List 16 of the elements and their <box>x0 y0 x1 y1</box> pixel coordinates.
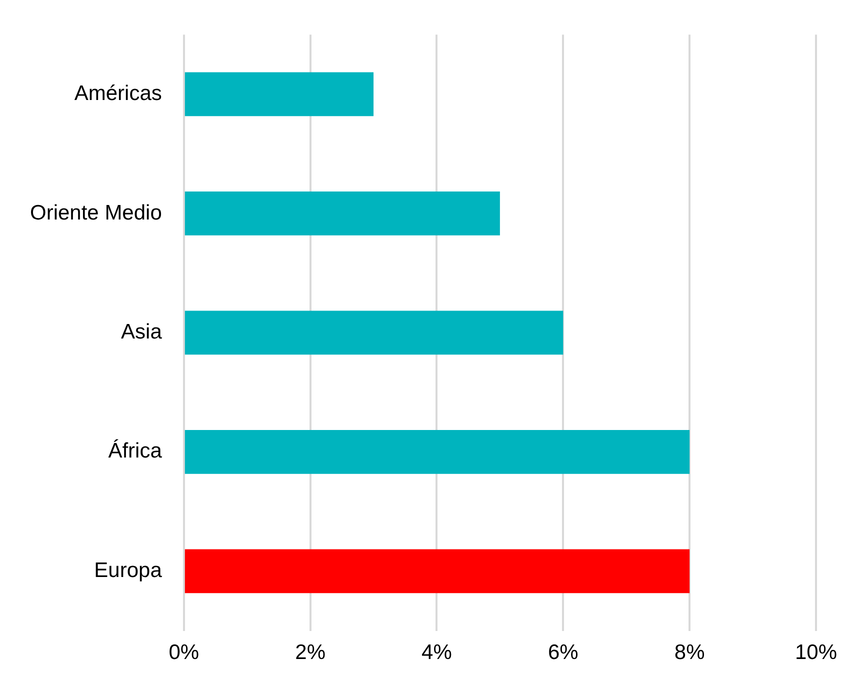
x-tick-label: 2% <box>295 641 326 664</box>
y-tick-label: Américas <box>74 82 162 106</box>
y-tick-label: Europa <box>94 558 162 582</box>
x-tick-label: 0% <box>168 641 200 664</box>
bar <box>184 310 564 355</box>
bar <box>184 192 500 236</box>
x-tick-label: 8% <box>674 641 705 664</box>
bar <box>184 430 690 474</box>
y-tick-label: África <box>108 438 162 463</box>
x-tick-label: 6% <box>548 641 578 664</box>
x-tick-label: 4% <box>422 641 452 664</box>
bar <box>184 72 374 116</box>
bar <box>184 549 690 594</box>
y-tick-label: Asia <box>121 320 162 344</box>
x-tick-label: 10% <box>794 641 837 664</box>
y-tick-label: Oriente Medio <box>30 201 162 224</box>
